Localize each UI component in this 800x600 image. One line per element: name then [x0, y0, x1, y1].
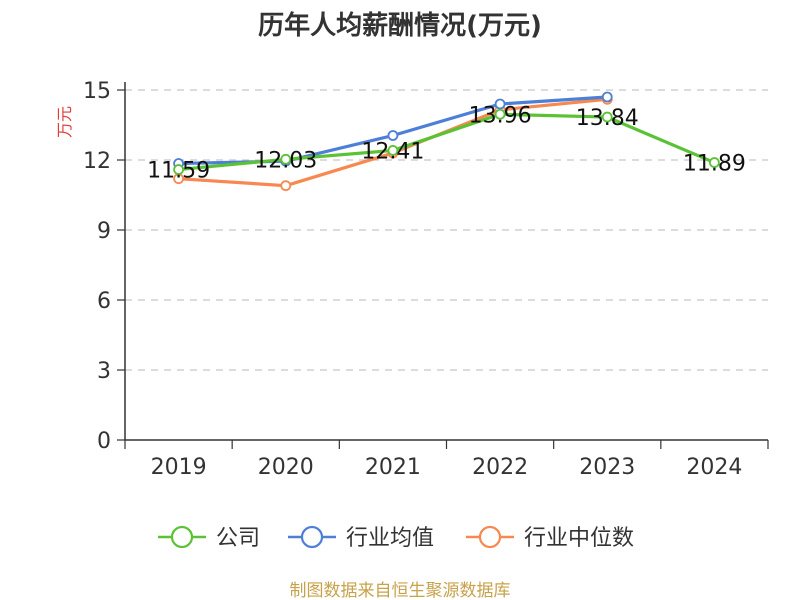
legend-label-1: 行业均值: [346, 526, 434, 551]
series-0-point-1: [280, 153, 292, 165]
legend-marker-0: [170, 525, 194, 549]
series-0-point-0: [173, 164, 184, 175]
series-0-point-5: [709, 157, 720, 168]
series-0-point-2: [387, 145, 399, 156]
legend-item-1[interactable]: 行业均值: [288, 525, 434, 551]
data-label-5: 11.89: [683, 152, 746, 177]
axes: [117, 82, 769, 449]
series-line-0: [178, 112, 716, 172]
series-0-point-4: [601, 111, 613, 123]
source-note: 制图数据来自恒生聚源数据库: [290, 581, 511, 600]
y-axis-label: 万元: [55, 106, 74, 138]
series-1-point-4: [601, 91, 613, 103]
y-tick-label-4: 12: [83, 149, 111, 174]
data-labels: 11.59 12.03 12.41 13.96 13.84 11.89: [147, 103, 746, 183]
data-label-3: 13.96: [469, 103, 532, 128]
y-tick-label-0: 0: [97, 429, 111, 454]
series-2-point-1: [280, 180, 292, 192]
y-tick-label-1: 3: [97, 359, 111, 384]
x-tick-label-5: 2024: [686, 455, 742, 480]
legend-item-2[interactable]: 行业中位数: [466, 525, 634, 551]
series-1-point-3: [494, 98, 506, 110]
legend-label-0: 公司: [216, 526, 260, 551]
x-tick-label-0: 2019: [151, 455, 207, 480]
x-tick-label-2: 2021: [365, 455, 421, 480]
x-tick-labels: 2019 2020 2021 2022 2023 2024: [151, 455, 743, 480]
series-1-point-2: [387, 130, 399, 141]
data-label-2: 12.41: [361, 139, 424, 164]
y-tick-label-2: 6: [97, 289, 111, 314]
data-label-1: 12.03: [254, 148, 317, 173]
x-tick-label-4: 2023: [579, 455, 635, 480]
legend-item-0[interactable]: 公司: [158, 525, 260, 551]
series-group: [173, 91, 720, 192]
data-label-4: 13.84: [576, 106, 639, 131]
series-0-point-3: [494, 108, 506, 120]
grid-lines: [125, 89, 768, 371]
legend-marker-2: [478, 525, 502, 549]
x-tick-label-3: 2022: [472, 455, 528, 480]
legend-label-2: 行业中位数: [524, 526, 634, 551]
chart-title: 历年人均薪酬情况(万元): [258, 10, 542, 41]
x-tick-label-1: 2020: [258, 455, 314, 480]
legend-marker-1: [300, 525, 324, 549]
y-tick-label-3: 9: [97, 219, 111, 244]
legend[interactable]: 公司 行业均值 行业中位数: [158, 525, 634, 551]
y-tick-labels: 0 3 6 9 12 15: [83, 79, 111, 454]
data-label-0: 11.59: [147, 159, 210, 184]
y-tick-label-5: 15: [83, 79, 111, 104]
